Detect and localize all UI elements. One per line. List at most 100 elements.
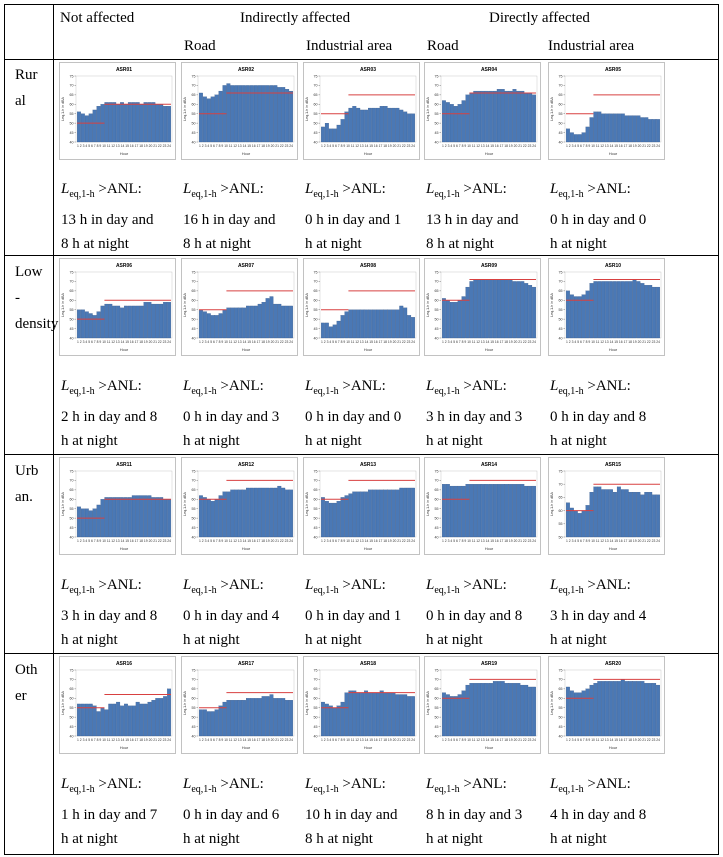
bar — [508, 279, 513, 339]
bar — [332, 502, 337, 538]
bar — [340, 315, 345, 339]
anl-text: >ANL: — [459, 577, 507, 593]
bar — [465, 484, 470, 538]
bar — [504, 90, 509, 143]
y-tick-label: 65 — [314, 289, 318, 293]
row-label-urban: Urb an. — [15, 463, 39, 505]
y-tick-label: 60 — [70, 498, 74, 502]
y-tick-label: 45 — [70, 327, 74, 331]
bar — [652, 286, 657, 339]
y-tick-label: 55 — [314, 112, 318, 116]
y-tick-label: 65 — [559, 289, 563, 293]
y-tick-label: 60 — [70, 299, 74, 303]
bar — [135, 102, 140, 143]
y-tick-label: 60 — [70, 103, 74, 107]
y-tick-label: 40 — [559, 336, 563, 340]
y-tick-label: 55 — [70, 507, 74, 511]
caption-heading: Leq,1-h >ANL: — [426, 573, 522, 604]
bar — [589, 684, 594, 737]
caption-body: 0 h in day and 8 h at night — [426, 607, 523, 649]
x-axis-label: Hour — [609, 746, 618, 750]
bar — [566, 290, 570, 339]
chart-svg: ASR20 40 45 50 55 60 65 70 75 Leq,1-h in dBA 1 2 3… — [548, 656, 665, 754]
bar — [289, 90, 293, 143]
bar — [249, 305, 254, 339]
bar — [399, 305, 404, 339]
bar — [277, 485, 282, 538]
bar — [573, 134, 578, 143]
chart-title: ASR09 — [481, 263, 497, 269]
bar — [151, 497, 156, 538]
bar — [652, 683, 657, 737]
x-axis-label: Hour — [485, 152, 494, 156]
bar — [139, 104, 144, 143]
bar — [249, 487, 254, 538]
y-tick-label: 65 — [559, 496, 563, 500]
bar — [112, 305, 117, 339]
caption-heading: Leq,1-h >ANL: — [61, 177, 153, 208]
bar — [92, 705, 97, 737]
bar — [234, 307, 239, 339]
bar — [116, 104, 121, 143]
bar — [597, 486, 602, 538]
bar — [218, 705, 223, 737]
x-axis-label: Hour — [364, 547, 373, 551]
x-axis-label: Hour — [242, 348, 251, 352]
bar — [500, 279, 505, 339]
chart-title: ASR08 — [360, 263, 376, 269]
bar — [656, 494, 660, 538]
bar — [485, 279, 489, 339]
bar — [508, 683, 513, 737]
bar — [524, 684, 529, 737]
leq-subscript: eq,1-h — [558, 189, 584, 200]
bar — [473, 484, 478, 538]
y-tick-label: 60 — [314, 498, 318, 502]
y-tick-label: 65 — [435, 289, 439, 293]
bar — [100, 305, 105, 339]
anl-text: >ANL: — [583, 776, 631, 792]
bar — [285, 89, 290, 143]
bar — [167, 302, 171, 339]
bar — [360, 491, 365, 538]
bar — [336, 501, 341, 538]
bar — [512, 281, 517, 339]
bar — [222, 491, 227, 538]
bar — [348, 309, 353, 339]
caption-asr12: Leq,1-h >ANL: 0 h in day and 4 h at night — [183, 573, 279, 653]
bar — [445, 300, 450, 339]
y-tick-label: 75 — [70, 469, 74, 473]
bar — [84, 703, 89, 737]
bar — [411, 317, 415, 339]
bar — [445, 102, 450, 143]
bar — [477, 90, 482, 143]
anl-text: >ANL: — [338, 181, 386, 197]
bar — [624, 281, 629, 339]
caption-asr09: Leq,1-h >ANL: 3 h in day and 3 h at night — [426, 374, 522, 454]
x-tick-labels: 1 2 3 4 5 6 7 8 9 10 11 12 13 14 15 16 1… — [77, 340, 171, 344]
bar — [453, 485, 458, 538]
header-not-affected: Not affected — [60, 10, 135, 26]
chart-asr14: ASR14 40 45 50 55 60 65 70 75 Leq,1-h in dBA 1 2 3… — [424, 457, 541, 555]
bar — [616, 281, 621, 339]
bar — [601, 281, 606, 339]
bar — [218, 313, 223, 339]
bar — [163, 696, 168, 737]
y-tick-label: 75 — [559, 74, 563, 78]
x-axis-label: Hour — [609, 348, 618, 352]
y-axis-label: Leq,1-h in dBA — [550, 492, 554, 516]
bar — [585, 290, 590, 339]
bar — [265, 298, 270, 339]
y-tick-label: 75 — [559, 270, 563, 274]
bar — [321, 701, 325, 737]
bar — [512, 484, 517, 538]
bar — [135, 701, 140, 737]
bar — [131, 495, 136, 538]
bar — [246, 487, 250, 538]
chart-asr02: ASR02 40 45 50 55 60 65 70 75 Leq,1-h in dBA 1 2 3… — [181, 62, 298, 160]
bar — [242, 85, 246, 143]
bar — [80, 508, 85, 538]
bar — [371, 489, 376, 538]
bar — [620, 679, 625, 737]
bar — [77, 309, 81, 339]
y-tick-label: 50 — [435, 715, 439, 719]
